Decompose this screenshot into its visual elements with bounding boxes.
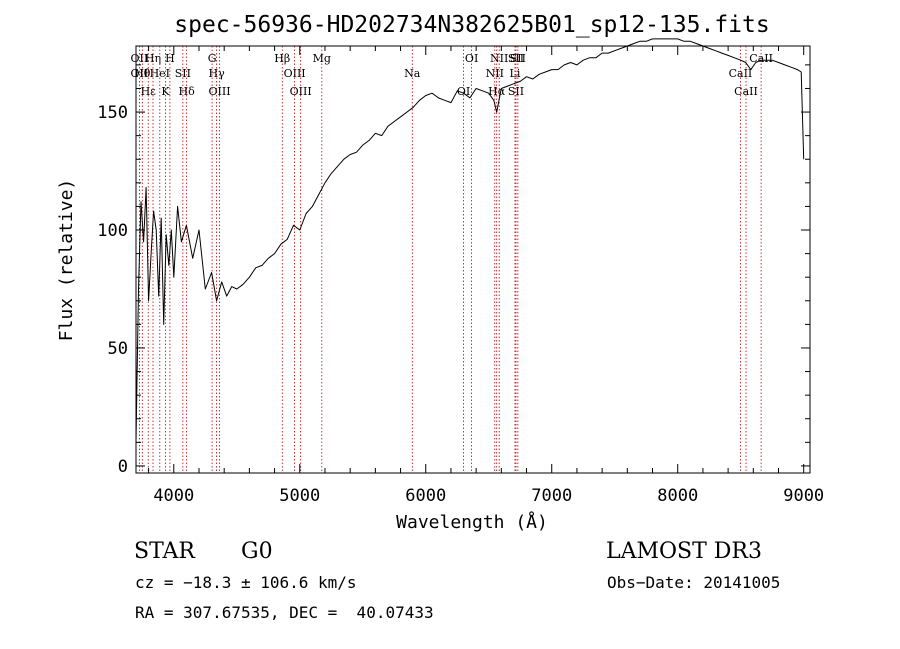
line-label: SII <box>510 52 526 65</box>
line-label: H <box>165 52 175 65</box>
y-tick-label: 100 <box>97 221 128 241</box>
line-label: Mg <box>313 52 331 65</box>
redshift-velocity: cz = −18.3 ± 106.6 km/s <box>135 573 357 592</box>
plot-area <box>135 38 805 443</box>
line-label: Na <box>404 67 421 80</box>
y-tick-label: 150 <box>97 103 128 123</box>
object-class: STAR <box>134 539 195 564</box>
line-label: OIII <box>208 85 230 98</box>
line-label: G <box>208 52 217 65</box>
x-axis-label: Wavelength (Å) <box>396 511 548 533</box>
axis-ticks: 4000 5000 6000 7000 8000 9000 0 50 100 150 <box>97 46 824 506</box>
line-label: Li <box>510 67 521 80</box>
sky-coordinates: RA = 307.67535, DEC = 40.07433 <box>135 603 434 622</box>
line-label: OI <box>465 52 478 65</box>
line-label: Hε <box>141 85 157 98</box>
line-label: Hθ <box>134 67 151 80</box>
x-tick-label: 9000 <box>783 486 824 506</box>
emission-line-markers: OIIOIIHθHεHηHeIKHSIIHδGHγOIIIHβOIIIOIIIM… <box>131 46 773 473</box>
line-label: Hη <box>145 52 161 65</box>
line-label: SII <box>508 85 524 98</box>
line-label: OIII <box>290 85 312 98</box>
line-label: HeI <box>150 67 170 80</box>
x-tick-label: 6000 <box>405 486 446 506</box>
line-label: CaII <box>734 85 758 98</box>
line-label: Hδ <box>179 85 196 98</box>
spectrum-line <box>135 38 805 443</box>
x-tick-label: 8000 <box>657 486 698 506</box>
y-axis-label: Flux (relative) <box>56 179 77 342</box>
observation-date: Obs−Date: 20141005 <box>607 573 781 592</box>
plot-frame <box>135 45 811 474</box>
survey-name: LAMOST DR3 <box>606 539 762 564</box>
line-label: CaII <box>749 52 773 65</box>
x-tick-label: 4000 <box>153 486 194 506</box>
chart-title: spec-56936-HD202734N382625B01_sp12-135.f… <box>174 12 769 38</box>
line-label: SII <box>175 67 191 80</box>
x-tick-label: 5000 <box>279 486 320 506</box>
line-label: NII <box>490 52 508 65</box>
line-label: Hβ <box>274 52 290 65</box>
line-label: OI <box>457 85 470 98</box>
line-label: SII <box>508 52 524 65</box>
line-label: Hγ <box>209 67 226 80</box>
line-label: NII <box>486 67 504 80</box>
line-label: K <box>161 85 170 98</box>
y-tick-label: 50 <box>108 339 128 359</box>
line-label: OII <box>131 67 149 80</box>
line-label: CaII <box>729 67 753 80</box>
line-label: OII <box>131 52 149 65</box>
spectral-subclass: G0 <box>241 539 273 564</box>
x-tick-label: 7000 <box>531 486 572 506</box>
y-tick-label: 0 <box>118 457 128 477</box>
line-label: OIII <box>284 67 306 80</box>
